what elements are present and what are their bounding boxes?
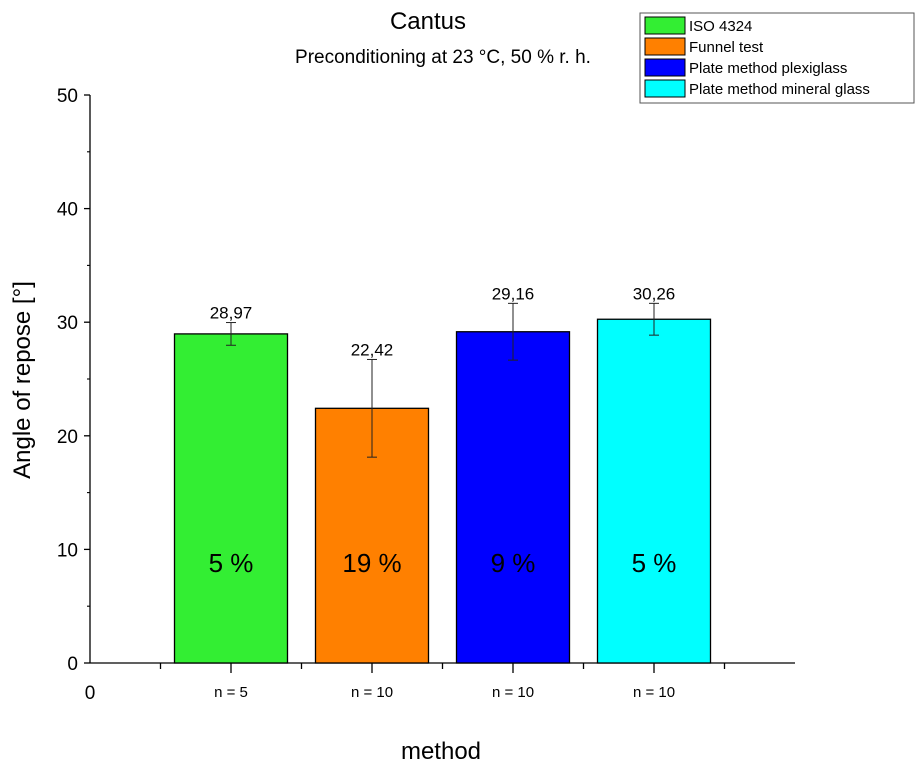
bars: 28,97 5 % 22,42 19 % 29,16 9 % 30,26 5 % <box>173 284 712 664</box>
cv-label: 9 % <box>491 548 536 578</box>
cv-label: 5 % <box>209 548 254 578</box>
y-tick-label: 10 <box>57 540 78 561</box>
bar <box>596 318 712 664</box>
y-axis-title: Angle of repose [°] <box>9 281 36 479</box>
x-tick-label: n = 10 <box>351 684 393 701</box>
y-tick-label: 40 <box>57 200 78 221</box>
data-label: 29,16 <box>492 284 535 303</box>
legend-entry: ISO 4324 <box>689 18 752 35</box>
legend-entry: Plate method mineral glass <box>689 81 870 98</box>
chart-subtitle: Preconditioning at 23 °C, 50 % r. h. <box>295 47 591 68</box>
legend-entry: Funnel test <box>689 39 764 56</box>
x-origin-label: 0 <box>85 683 96 704</box>
x-tick-label: n = 10 <box>492 684 534 701</box>
legend-swatch <box>644 37 686 56</box>
bar <box>455 331 571 664</box>
bar <box>173 333 289 664</box>
chart-title: Cantus <box>390 8 466 35</box>
x-tick-label: n = 10 <box>633 684 675 701</box>
y-tick-label: 30 <box>57 313 78 334</box>
data-label: 22,42 <box>351 340 394 359</box>
y-tick-label: 0 <box>67 654 78 675</box>
axes: 10 20 30 40 50 00 n = 5 n = 10 n = 10 n = 10 <box>57 86 795 704</box>
legend-swatch <box>644 16 686 35</box>
legend: ISO 4324 Funnel test Plate method plexigla… <box>639 12 915 104</box>
y-tick-label: 20 <box>57 427 78 448</box>
legend-swatch <box>644 58 686 77</box>
y-tick-label: 50 <box>57 86 78 107</box>
cv-label: 19 % <box>342 548 401 578</box>
x-tick-label: n = 5 <box>214 684 248 701</box>
legend-entry: Plate method plexiglass <box>689 60 847 77</box>
legend-box <box>639 12 915 104</box>
data-label: 28,97 <box>210 304 253 323</box>
x-axis-title: method <box>401 738 481 765</box>
data-label: 30,26 <box>633 284 676 303</box>
legend-swatch <box>644 79 686 98</box>
cv-label: 5 % <box>632 548 677 578</box>
